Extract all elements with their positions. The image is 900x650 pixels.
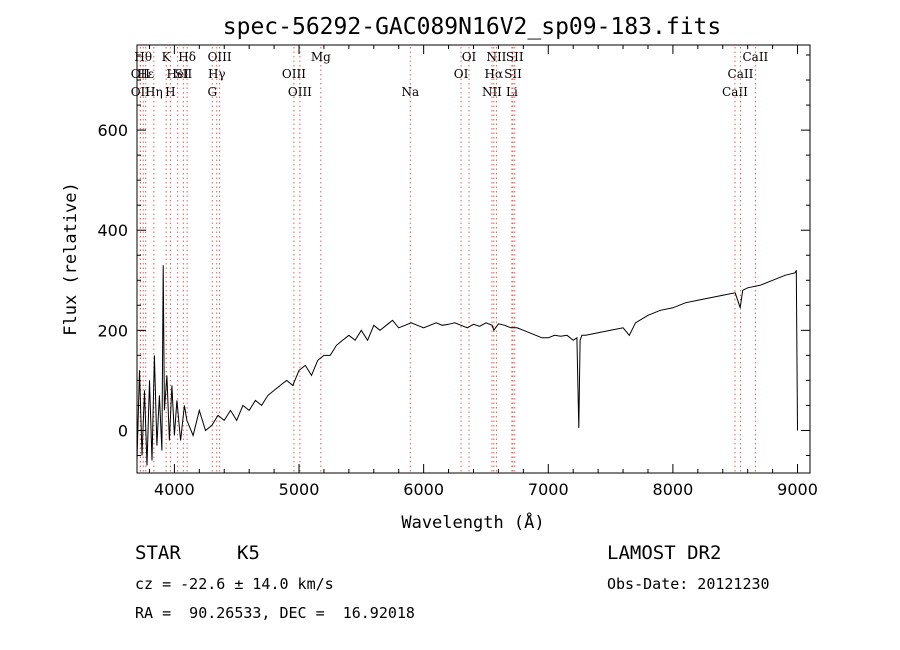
line-label-0: Hθ <box>134 50 152 64</box>
y-tick-label-1: 200 <box>97 321 128 340</box>
line-label-21: NII <box>486 50 506 64</box>
spectrum-series <box>136 265 798 466</box>
x-tick-label-2: 6000 <box>403 480 444 499</box>
line-label-25: CaII <box>722 85 748 99</box>
y-axis-label: Flux (relative) <box>61 182 81 336</box>
y-tick-label-2: 400 <box>97 221 128 240</box>
line-label-5: K <box>162 50 172 64</box>
plot-frame <box>136 44 811 474</box>
y-tick-label-3: 600 <box>97 121 128 140</box>
line-label-23: SII <box>504 67 522 81</box>
x-tick-label-3: 7000 <box>528 480 569 499</box>
line-label-18: OI <box>462 50 477 64</box>
obs-date-label: Obs-Date: 20121230 <box>607 575 770 593</box>
survey-label: LAMOST DR2 <box>607 542 722 564</box>
x-axis-label: Wavelength (Å) <box>401 511 544 533</box>
line-label-10: G <box>207 85 217 99</box>
line-label-11: Hγ <box>208 67 226 81</box>
axis-ticks: 4000 5000 6000 7000 8000 9000 0 200 400 600 <box>97 45 818 499</box>
line-label-16: Na <box>401 85 419 99</box>
line-label-14: OIII <box>288 85 312 99</box>
spectrum-line-0 <box>136 265 798 466</box>
line-label-6: H <box>165 85 175 99</box>
spectral-line-markers: HθOIIHεOIIHηKHHeISIIHδGHγOIIIOIIIOIIIMgN… <box>131 47 769 473</box>
line-label-17: OI <box>454 67 469 81</box>
x-tick-label-4: 8000 <box>653 480 694 499</box>
line-label-13: OIII <box>282 67 306 81</box>
x-tick-label-0: 4000 <box>154 480 195 499</box>
line-label-12: OIII <box>208 50 232 64</box>
line-label-26: CaII <box>728 67 754 81</box>
line-label-8: SII <box>175 67 193 81</box>
y-tick-label-0: 0 <box>118 421 128 440</box>
redshift-label: cz = -22.6 ± 14.0 km/s <box>135 575 334 593</box>
line-label-24: SII <box>506 50 524 64</box>
chart-title: spec-56292-GAC089N16V2_sp09-183.fits <box>223 14 722 40</box>
x-tick-label-5: 9000 <box>777 480 818 499</box>
object-subclass: K5 <box>237 542 260 564</box>
line-label-22: Li <box>506 85 518 99</box>
coordinates-label: RA = 90.26533, DEC = 16.92018 <box>135 604 415 622</box>
line-label-20: Hα <box>485 67 504 81</box>
line-label-3: OII <box>131 85 151 99</box>
line-label-19: NII <box>482 85 502 99</box>
line-label-2: Hε <box>137 67 154 81</box>
line-label-9: Hδ <box>178 50 196 64</box>
x-tick-label-1: 5000 <box>279 480 320 499</box>
line-label-27: CaII <box>742 50 768 64</box>
line-label-15: Mg <box>311 50 331 64</box>
line-label-4: Hη <box>145 85 163 99</box>
object-class: STAR <box>135 542 181 564</box>
